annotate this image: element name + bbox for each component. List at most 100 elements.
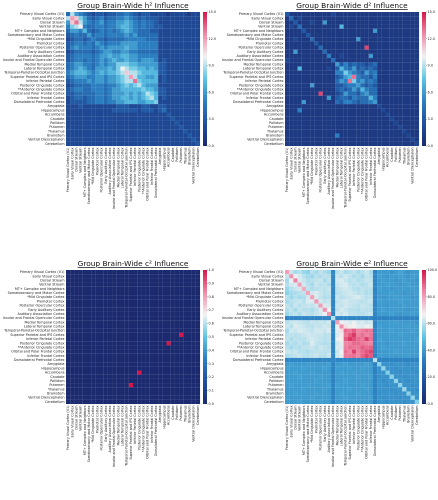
heatmap-cell (166, 120, 171, 126)
heatmap-cell (174, 108, 180, 113)
heatmap-cell (326, 37, 332, 42)
heatmap-cell (70, 141, 75, 147)
heatmap-cell (339, 387, 344, 392)
heatmap-cell (116, 74, 121, 80)
heatmap-cell (128, 299, 134, 304)
heatmap-cell (128, 95, 134, 100)
heatmap-cell (82, 278, 87, 283)
heatmap-cell (347, 366, 353, 371)
heatmap-cell (381, 20, 386, 25)
heatmap-cell (116, 383, 121, 388)
heatmap-cell (389, 74, 394, 80)
heatmap-cell (368, 49, 373, 54)
heatmap-cell (314, 83, 319, 88)
heatmap-cell (103, 299, 108, 304)
heatmap-cell (310, 28, 315, 33)
heatmap-cell (195, 303, 201, 308)
heatmap-cell (381, 282, 386, 287)
heatmap-cell (310, 311, 315, 317)
heatmap-cell (297, 324, 302, 329)
heatmap-cell (128, 391, 134, 396)
heatmap-cell (293, 320, 298, 325)
heatmap-cell (368, 374, 373, 379)
heatmap-cell (356, 129, 361, 134)
heatmap-cell (103, 62, 108, 67)
heatmap-cell (356, 16, 361, 21)
heatmap-cell (326, 290, 332, 296)
heatmap-cell (120, 53, 125, 59)
heatmap-cell (153, 133, 159, 138)
x-tick-label: Superior Parietal and IPS Cortex (348, 148, 352, 202)
x-tick-label: Lateral Temporal Cortex (121, 148, 125, 189)
heatmap-cell (149, 274, 154, 279)
heatmap-cell (314, 383, 319, 388)
heatmap-cell (335, 66, 340, 71)
heatmap-cell (128, 112, 134, 117)
x-tick-label: Cerebellum (415, 147, 419, 167)
heatmap-cell (314, 79, 319, 84)
x-tick-label: Pallidum (394, 405, 398, 420)
heatmap-cell (183, 53, 188, 59)
heatmap-cell (120, 32, 125, 38)
heatmap-cell (166, 45, 171, 50)
heatmap-cell (322, 383, 327, 388)
heatmap-cell (372, 12, 378, 17)
heatmap-cell (322, 357, 327, 363)
heatmap-cell (170, 387, 175, 392)
heatmap-cell (410, 104, 415, 109)
heatmap-cell (347, 387, 353, 392)
heatmap-cell (183, 41, 188, 46)
x-tick-label: Somatosensory and Motor Cortex (87, 406, 91, 463)
heatmap-cell (310, 374, 315, 379)
heatmap-cell (95, 374, 100, 379)
heatmap-cell (393, 83, 399, 88)
heatmap-cell (112, 87, 117, 92)
heatmap-cell (289, 129, 294, 134)
heatmap-cell (128, 87, 134, 92)
heatmap-cell (145, 286, 150, 291)
heatmap-cell (141, 20, 146, 25)
heatmap-cell (91, 24, 96, 29)
y-tick-label: Orbital and Polar Frontal Cortex (11, 350, 64, 354)
heatmap-cell (293, 41, 298, 46)
heatmap-cell (326, 32, 332, 38)
heatmap-cell (356, 133, 361, 138)
heatmap-cell (372, 341, 378, 346)
heatmap-cell (377, 45, 382, 50)
heatmap-cell (356, 70, 361, 75)
heatmap-cell (305, 274, 311, 279)
heatmap-cell (285, 74, 290, 80)
heatmap-cell (301, 49, 306, 54)
x-tick-label: Dorsal Stream (293, 147, 297, 172)
heatmap-cell (385, 70, 390, 75)
heatmap-cell (377, 378, 382, 384)
heatmap-cell (301, 357, 306, 363)
heatmap-cell (318, 270, 323, 275)
heatmap-cell (170, 112, 175, 117)
heatmap-cell (410, 383, 415, 388)
heatmap-cell (183, 353, 188, 358)
heatmap-cell (103, 328, 108, 333)
heatmap-cell (95, 290, 100, 296)
heatmap-cell (66, 87, 71, 92)
heatmap-cell (377, 349, 382, 354)
y-tick-label: Inferior Frontal Cortex (27, 96, 64, 100)
heatmap-cell (372, 353, 378, 358)
heatmap-cell (364, 95, 369, 100)
heatmap-cell (137, 366, 142, 371)
heatmap-cell (389, 20, 394, 25)
heatmap-cell (389, 383, 394, 388)
heatmap-cell (120, 391, 125, 396)
heatmap-cell (112, 311, 117, 317)
heatmap-cell (78, 141, 83, 147)
heatmap-cell (66, 282, 71, 287)
heatmap-cell (285, 337, 290, 342)
heatmap-cell (372, 70, 378, 75)
heatmap-cell (285, 320, 290, 325)
y-tick-label: Temporal-Parietal-Occipital Junction (3, 329, 64, 333)
heatmap-cell (305, 32, 311, 38)
heatmap-cell (339, 303, 344, 308)
heatmap-cell (149, 104, 154, 109)
x-tick-label: Inferior Parietal Cortex (352, 148, 356, 186)
y-tick-label: Lateral Temporal Cortex (24, 325, 65, 329)
